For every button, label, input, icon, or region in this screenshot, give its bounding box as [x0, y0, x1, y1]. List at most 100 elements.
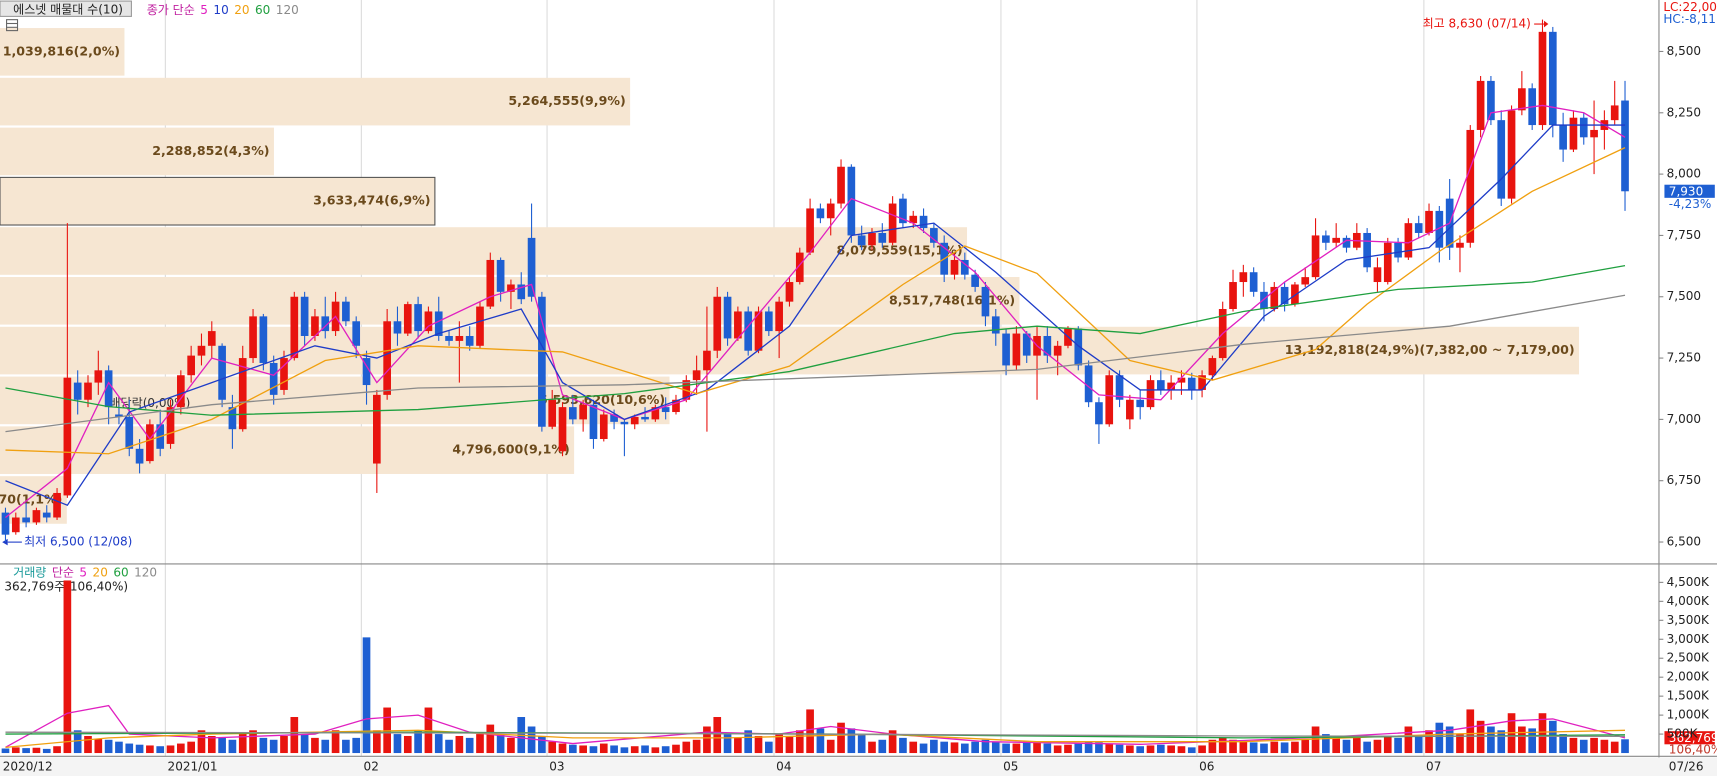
legend-title: 종가 단순	[147, 2, 195, 16]
candle-body	[1507, 110, 1516, 199]
candle-body	[22, 517, 30, 523]
volume-bar	[579, 745, 587, 754]
volume-bar	[981, 739, 990, 754]
volume-bar	[1404, 726, 1413, 754]
candle-body	[311, 316, 319, 336]
volume-bar	[135, 744, 144, 754]
candle-body	[1404, 223, 1413, 258]
candle-body	[1466, 129, 1475, 243]
volume-bar	[744, 730, 753, 754]
x-tick-label: 2020/12	[3, 760, 53, 774]
candle-body	[651, 407, 660, 420]
volume-bar	[899, 737, 907, 754]
candle-body	[1260, 291, 1268, 310]
volume-bar	[682, 741, 691, 754]
volume-bar	[1012, 743, 1021, 754]
candle-body	[1229, 282, 1237, 310]
volume-bar	[249, 730, 257, 754]
volume-y-tick-label: 3,000K	[1667, 632, 1710, 646]
volume-bar	[125, 743, 134, 754]
candle-body	[795, 252, 804, 283]
volume-bar	[991, 741, 1000, 754]
legend-entry: 10	[213, 2, 228, 16]
volume-bar	[1322, 734, 1330, 754]
candle-body	[476, 306, 484, 346]
volume-bar	[1002, 743, 1010, 754]
volume-profile-label: 2,288,852(4,3%)	[152, 143, 269, 158]
volume-profile-bar	[0, 77, 631, 126]
candle-body	[1022, 333, 1031, 356]
volume-profile-bar	[0, 227, 968, 275]
candle-body	[1012, 333, 1021, 366]
candle-body	[269, 362, 278, 395]
candle-body	[249, 316, 257, 359]
indicator-tag	[0, 0, 132, 17]
volume-bar	[1115, 744, 1124, 754]
x-tick-label: 2021/01	[168, 760, 218, 774]
volume-bar	[775, 734, 783, 754]
candle-body	[888, 203, 897, 243]
candle-body	[197, 345, 206, 356]
volume-bar	[1105, 743, 1114, 754]
volume-bar	[1311, 726, 1320, 754]
volume-bar	[558, 743, 567, 754]
volume-bar	[1198, 745, 1206, 754]
candle-body	[1559, 125, 1567, 150]
candle-body	[383, 321, 391, 395]
candle-body	[1538, 31, 1547, 126]
volume-bar	[1600, 739, 1609, 754]
candle-body	[1610, 105, 1619, 121]
x-tick-label: 03	[549, 760, 564, 774]
price-ma-line	[5, 124, 1626, 507]
candle-body	[1311, 235, 1320, 278]
volume-bar	[259, 737, 268, 754]
candle-body	[1208, 358, 1217, 376]
volume-bar	[445, 739, 453, 754]
volume-bar	[589, 746, 598, 754]
candle-body	[981, 286, 990, 317]
candle-body	[703, 350, 711, 371]
candle-body	[1487, 80, 1495, 121]
candle-body	[373, 394, 381, 464]
volume-profile-label: 5,593,620(10,6%)	[539, 392, 665, 407]
volume-bar	[1239, 741, 1248, 754]
candle-body	[1301, 277, 1310, 285]
table-icon[interactable]	[6, 19, 19, 32]
volume-bar	[403, 735, 412, 754]
candle-body	[589, 404, 598, 440]
candle-body	[1095, 402, 1103, 425]
volume-bar	[73, 730, 82, 754]
volume-bar	[63, 580, 72, 754]
candle-body	[135, 448, 144, 464]
volume-bar	[1610, 741, 1619, 754]
candle-body	[930, 228, 938, 243]
volume-bar	[393, 734, 402, 754]
volume-bar	[11, 747, 20, 754]
candle-body	[548, 399, 557, 427]
candle-body	[11, 517, 20, 533]
volume-bar	[1363, 741, 1371, 754]
volume-bar	[146, 745, 154, 754]
volume-bar	[53, 746, 61, 754]
legend-subtitle: 단순	[52, 565, 74, 579]
candle-body	[1167, 382, 1175, 390]
last-change: -4,23%	[1669, 197, 1712, 211]
volume-bar	[1538, 713, 1547, 754]
volume-bar	[455, 735, 464, 754]
candle-body	[1476, 80, 1485, 130]
candle-body	[1621, 100, 1629, 192]
volume-bar	[1064, 744, 1072, 754]
last-volume: 362,769	[1669, 731, 1717, 745]
candle-body	[899, 198, 907, 224]
high-arrow-head	[1543, 20, 1549, 28]
candle-body	[32, 510, 41, 523]
legend-entry: 60	[255, 2, 270, 16]
volume-bar	[1291, 741, 1299, 754]
candle-body	[455, 335, 464, 341]
candle-body	[1239, 272, 1248, 283]
volume-bar	[630, 746, 639, 754]
volume-profile-label: 558,170(1,1%)	[0, 491, 62, 506]
volume-bar	[930, 739, 938, 754]
volume-bar	[1383, 735, 1392, 754]
volume-profile-label: 13,192,818(24,9%)(7,382,00 ~ 7,179,00)	[1285, 342, 1575, 357]
